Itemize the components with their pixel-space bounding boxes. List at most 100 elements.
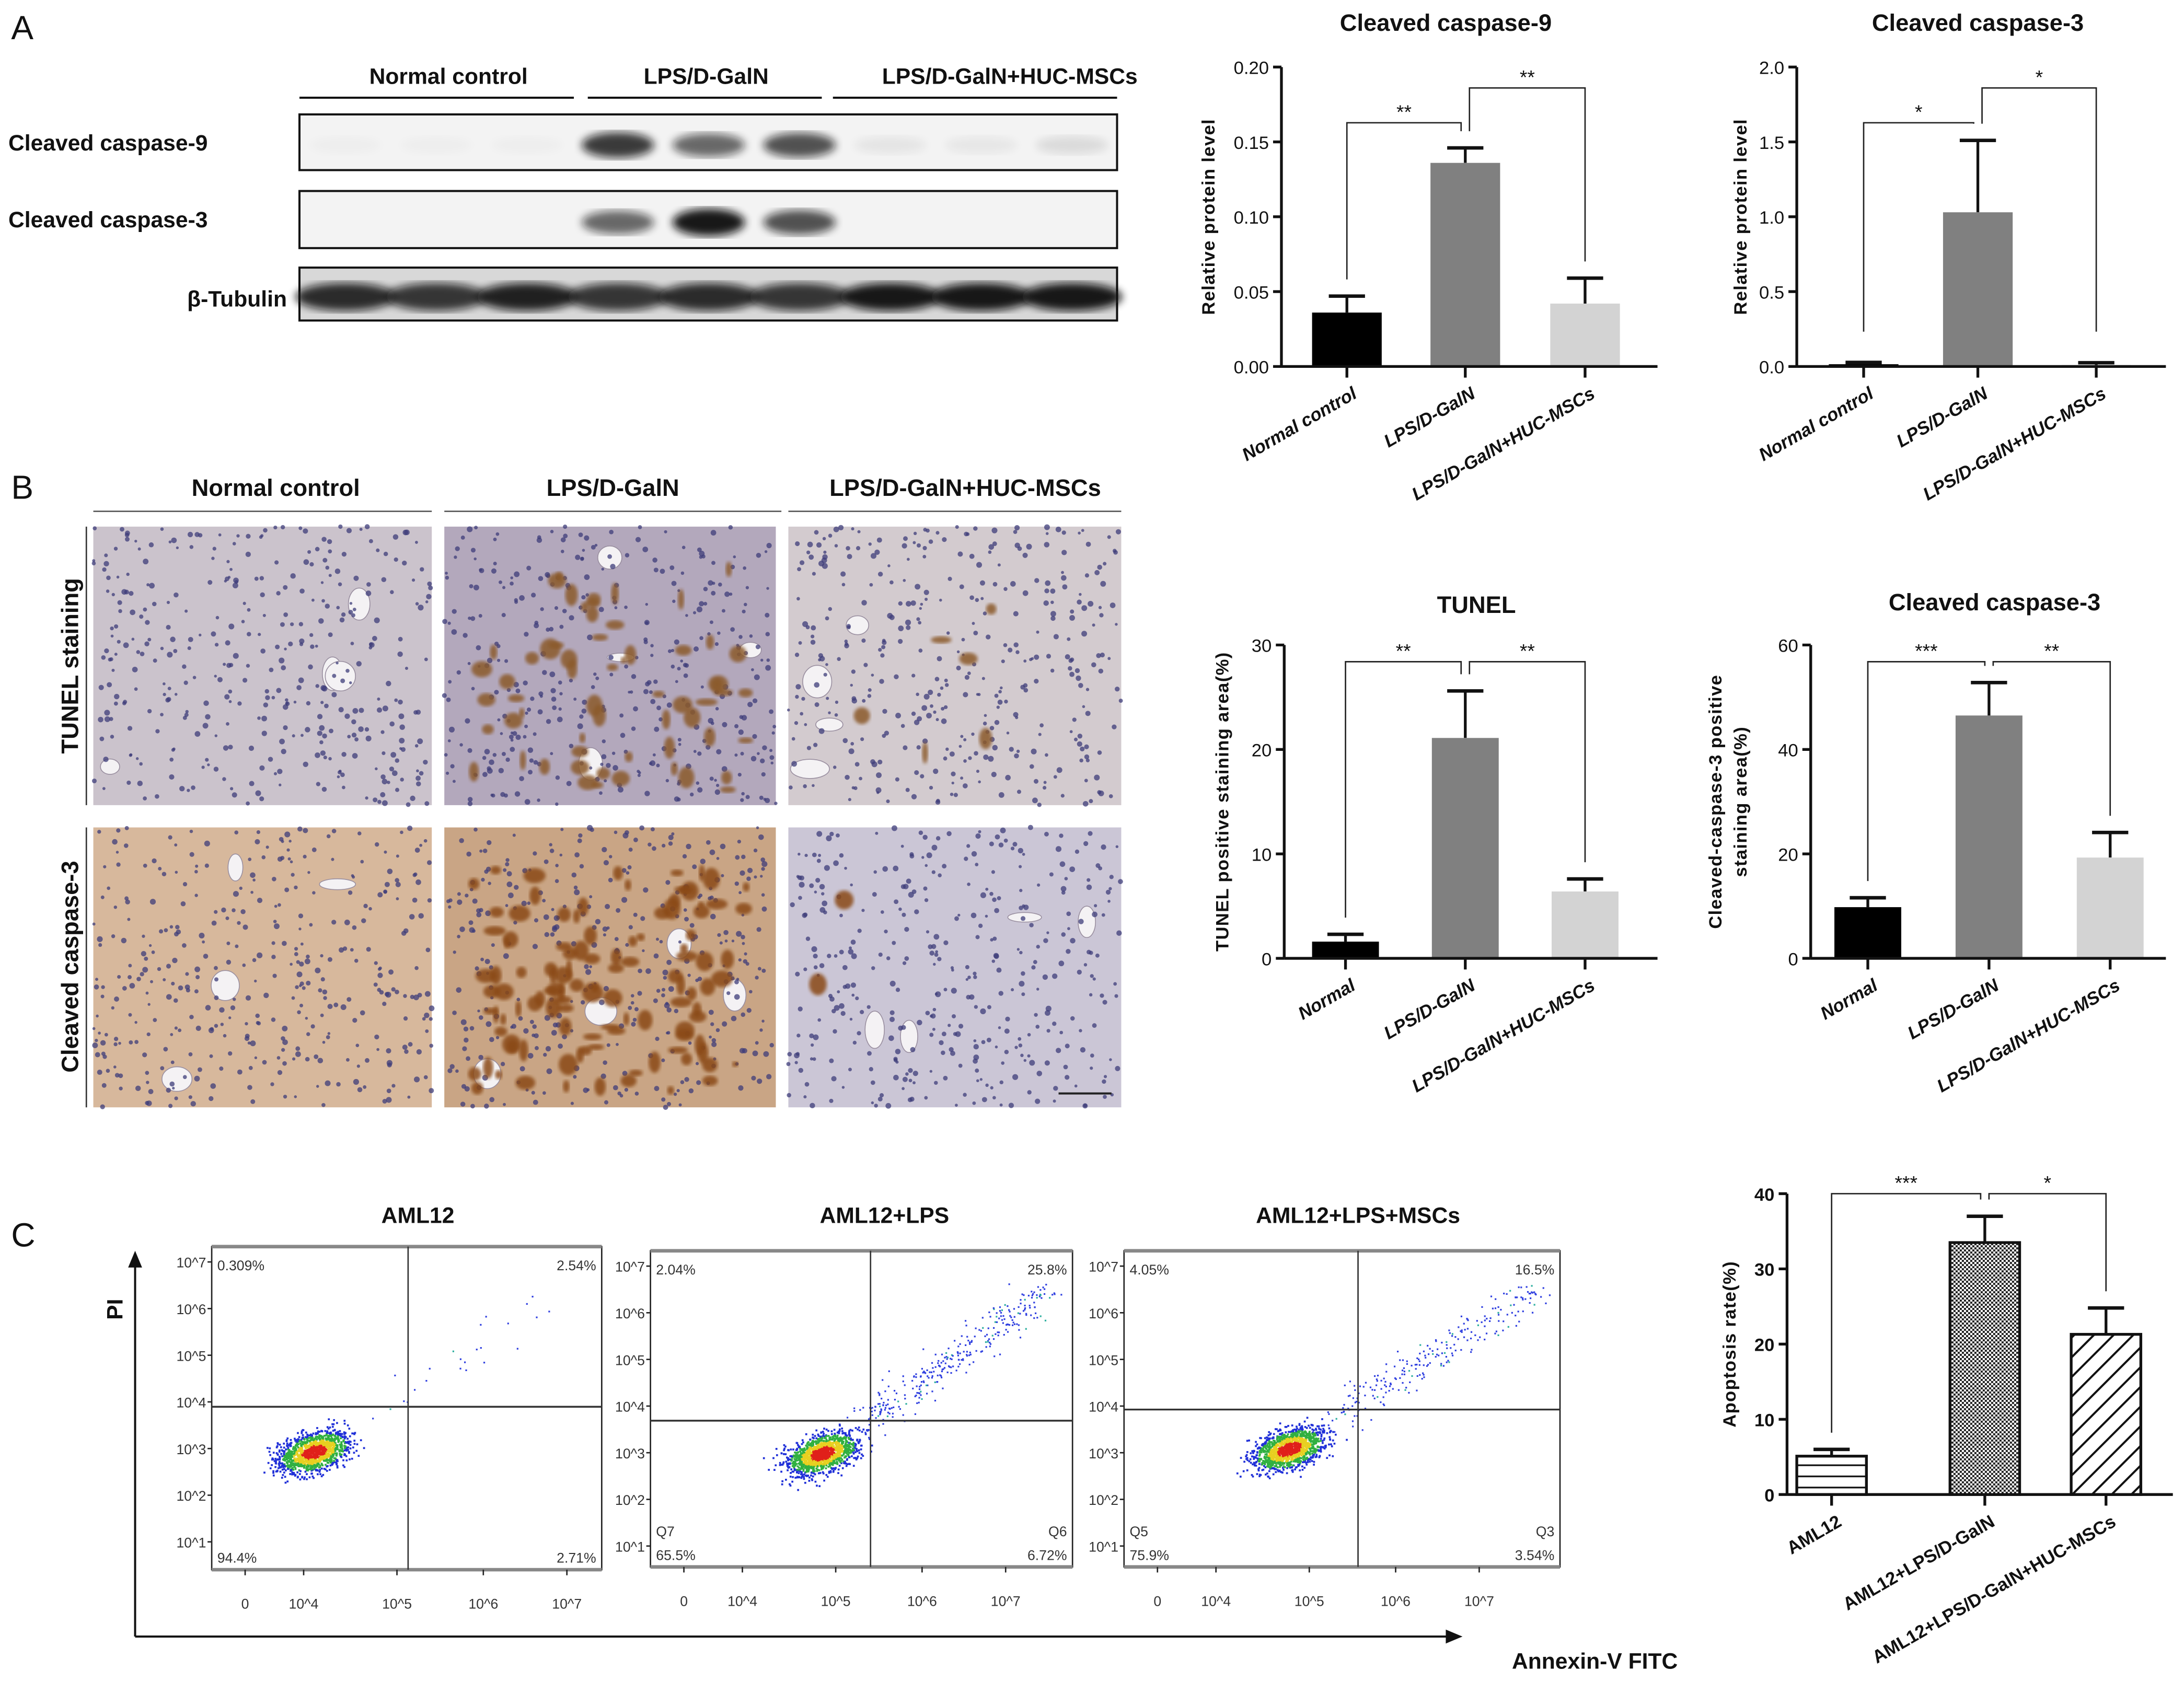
nucleus (214, 1024, 218, 1028)
event-dot (801, 1449, 804, 1452)
nucleus (282, 1039, 288, 1045)
nucleus (390, 590, 394, 594)
event-dot (327, 1443, 330, 1445)
event-dot (852, 1445, 854, 1447)
nucleus (536, 537, 542, 543)
nucleus (348, 610, 353, 615)
nucleus (974, 751, 978, 756)
nucleus (819, 907, 826, 913)
nucleus (429, 1017, 433, 1021)
event-dot (332, 1443, 334, 1445)
nucleus (813, 1034, 819, 1040)
y-tick-label: 10^2 (176, 1488, 206, 1504)
nucleus (195, 1025, 201, 1031)
blot-strip-1 (298, 190, 1118, 249)
event-dot (316, 1469, 318, 1471)
nucleus (285, 698, 288, 702)
nucleus (1036, 945, 1040, 949)
nucleus (135, 757, 139, 760)
nucleus (582, 549, 585, 552)
nucleus (998, 991, 1003, 996)
nucleus (535, 1046, 539, 1050)
nucleus (288, 840, 292, 843)
nucleus (893, 1058, 898, 1062)
event-dot (292, 1459, 295, 1462)
nucleus (711, 1041, 717, 1047)
nucleus (803, 784, 807, 788)
nucleus (633, 706, 638, 712)
nucleus (95, 978, 98, 981)
event-dot (330, 1453, 332, 1455)
nucleus (839, 913, 843, 918)
nucleus (482, 756, 487, 760)
nucleus (757, 1078, 762, 1084)
nucleus (298, 913, 304, 919)
nucleus (391, 1084, 396, 1088)
event-dot (320, 1458, 322, 1461)
tissue-background (93, 827, 432, 1108)
event-dot (308, 1462, 310, 1465)
event-dot (303, 1437, 306, 1440)
nucleus (510, 738, 514, 742)
nucleus (766, 587, 769, 590)
nucleus (642, 949, 645, 953)
nucleus (558, 1043, 563, 1049)
nucleus (303, 559, 309, 565)
nucleus (150, 980, 153, 983)
event-dot (303, 1465, 306, 1467)
nucleus (577, 838, 582, 843)
nucleus (710, 1022, 714, 1026)
positive-stain (468, 878, 480, 890)
event-dot (809, 1466, 812, 1469)
event-dot (338, 1450, 341, 1452)
event-dot (339, 1449, 341, 1451)
event-dot (848, 1431, 850, 1433)
nucleus (814, 682, 820, 688)
nucleus (794, 1061, 798, 1064)
nucleus (1051, 973, 1058, 979)
nucleus (761, 1019, 765, 1023)
nucleus (976, 769, 980, 773)
nucleus (559, 853, 563, 857)
nucleus (684, 917, 689, 922)
nucleus (677, 797, 681, 802)
event-dot (816, 1454, 819, 1456)
nucleus (1082, 801, 1089, 807)
nucleus (322, 733, 327, 739)
nucleus (1088, 600, 1094, 607)
event-dot (316, 1444, 319, 1446)
nucleus (223, 663, 226, 666)
event-dot (311, 1463, 314, 1465)
nucleus (601, 567, 605, 571)
nucleus (127, 918, 131, 921)
nucleus (450, 764, 455, 769)
nucleus (457, 899, 463, 905)
nucleus (795, 541, 800, 547)
event-dot (275, 1463, 278, 1465)
positive-stain (502, 1034, 521, 1054)
event-dot (323, 1468, 326, 1470)
nucleus (1070, 1016, 1075, 1021)
nucleus (424, 1012, 430, 1018)
nucleus (796, 1034, 801, 1038)
event-dot (327, 1465, 329, 1467)
pi-axis-label: PI (103, 1299, 128, 1320)
nucleus (990, 1086, 993, 1089)
nucleus (425, 947, 431, 953)
event-dot (318, 1470, 321, 1473)
event-dot (799, 1470, 802, 1473)
nucleus (868, 688, 872, 692)
nucleus (226, 941, 230, 945)
nucleus (198, 1067, 202, 1072)
positive-stain (582, 982, 604, 1003)
event-dot (284, 1481, 287, 1484)
nucleus (650, 644, 654, 647)
event-dot (290, 1456, 292, 1458)
nucleus (625, 553, 630, 558)
nucleus (1100, 993, 1104, 998)
event-dot (344, 1436, 347, 1439)
positive-stain (636, 933, 645, 942)
event-dot (320, 1463, 323, 1465)
nucleus (321, 537, 327, 542)
event-dot (338, 1439, 340, 1442)
